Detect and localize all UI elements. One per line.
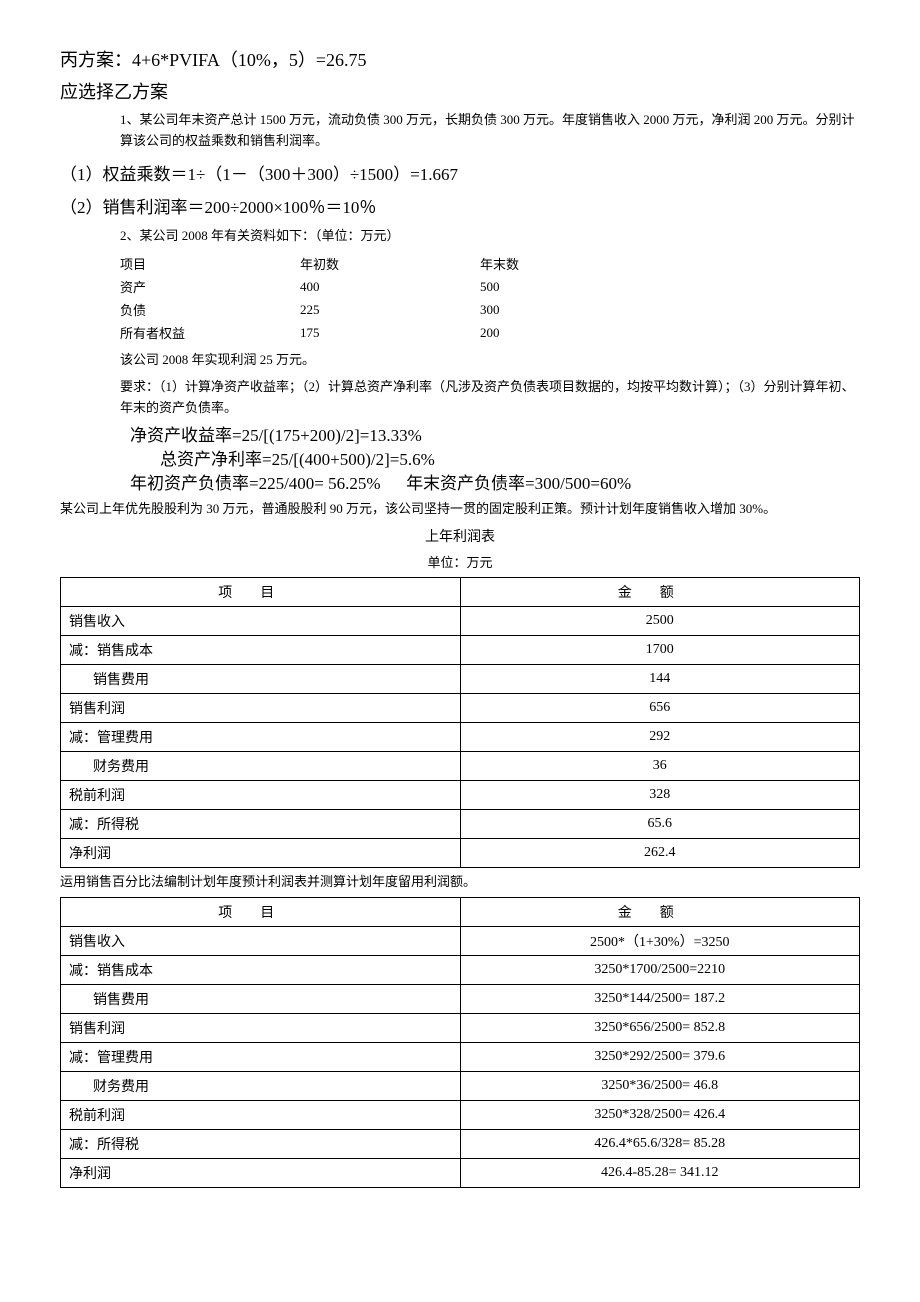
prior-year-income-table: 项目 金额 销售收入2500减：销售成本1700销售费用144销售利润656减：… — [60, 577, 860, 868]
q1-answer1: （1）权益乘数＝1÷（1－（300＋300）÷1500）=1.667 — [60, 160, 860, 185]
row-amount: 1700 — [460, 635, 860, 664]
q3-intro: 某公司上年优先股股利为 30 万元，普通股股利 90 万元，该公司坚持一贯的固定… — [60, 499, 860, 520]
q2-h1: 年初数 — [300, 252, 480, 275]
header-amount: 金额 — [460, 897, 860, 926]
table-row: 销售费用3250*144/2500= 187.2 — [61, 984, 860, 1013]
table-row: 净利润262.4 — [61, 838, 860, 867]
header-amount: 金额 — [460, 577, 860, 606]
row-item: 净利润 — [61, 1158, 461, 1187]
row-item: 减：销售成本 — [61, 955, 461, 984]
row-amount: 656 — [460, 693, 860, 722]
row-amount: 3250*1700/2500=2210 — [460, 955, 860, 984]
q3-unit: 单位：万元 — [60, 552, 860, 571]
row-item: 销售利润 — [61, 1013, 461, 1042]
table-row: 销售收入2500*（1+30%）=3250 — [61, 926, 860, 955]
row-amount: 3250*36/2500= 46.8 — [460, 1071, 860, 1100]
q2-ans3b: 年末资产负债率=300/500=60% — [406, 474, 631, 493]
table-header-row: 项目 金额 — [61, 897, 860, 926]
row-item: 销售费用 — [61, 984, 461, 1013]
row-amount: 3250*292/2500= 379.6 — [460, 1042, 860, 1071]
q1-text: 1、某公司年末资产总计 1500 万元，流动负债 300 万元，长期负债 300… — [120, 110, 860, 152]
q3-mid: 运用销售百分比法编制计划年度预计利润表并测算计划年度留用利润额。 — [60, 872, 860, 893]
formula-line-bing: 丙方案：4+6*PVIFA（10%，5）=26.75 — [60, 46, 860, 72]
q2-ans2: 总资产净利率=25/[(400+500)/2]=5.6% — [160, 449, 860, 471]
q2-data-table: 项目 年初数 年末数 资产 400 500 负债 225 300 所有者权益 1… — [120, 252, 660, 344]
row-amount: 144 — [460, 664, 860, 693]
row-item: 减：销售成本 — [61, 635, 461, 664]
table-row: 销售收入2500 — [61, 606, 860, 635]
table-header-row: 项目 金额 — [61, 577, 860, 606]
row-item: 净利润 — [61, 838, 461, 867]
q2-ans3a: 年初资产负债率=225/400= 56.25% — [130, 474, 381, 493]
row-item: 减：管理费用 — [61, 1042, 461, 1071]
row-item: 销售收入 — [61, 926, 461, 955]
row-amount: 3250*656/2500= 852.8 — [460, 1013, 860, 1042]
row-item: 销售费用 — [61, 664, 461, 693]
row-amount: 3250*328/2500= 426.4 — [460, 1100, 860, 1129]
table-row: 减：所得税426.4*65.6/328= 85.28 — [61, 1129, 860, 1158]
row-item: 减：所得税 — [61, 1129, 461, 1158]
table-row: 销售利润3250*656/2500= 852.8 — [61, 1013, 860, 1042]
q2-header-row: 项目 年初数 年末数 — [120, 252, 660, 275]
table-row: 财务费用3250*36/2500= 46.8 — [61, 1071, 860, 1100]
q3-table1-title: 上年利润表 — [60, 526, 860, 546]
row-amount: 328 — [460, 780, 860, 809]
q2-ans3: 年初资产负债率=225/400= 56.25% 年末资产负债率=300/500=6… — [130, 473, 860, 495]
table-row: 资产 400 500 — [120, 275, 660, 298]
q2-h0: 项目 — [120, 252, 300, 275]
q2-ans1: 净资产收益率=25/[(175+200)/2]=13.33% — [130, 425, 860, 447]
table-row: 减：销售成本3250*1700/2500=2210 — [61, 955, 860, 984]
row-amount: 262.4 — [460, 838, 860, 867]
table-row: 减：销售成本1700 — [61, 635, 860, 664]
row-amount: 2500*（1+30%）=3250 — [460, 926, 860, 955]
table-row: 减：管理费用3250*292/2500= 379.6 — [61, 1042, 860, 1071]
q2-after2: 要求：（1）计算净资产收益率；（2）计算总资产净利率（凡涉及资产负债表项目数据的… — [120, 377, 860, 419]
row-amount: 36 — [460, 751, 860, 780]
row-item: 销售收入 — [61, 606, 461, 635]
row-amount: 65.6 — [460, 809, 860, 838]
header-item: 项目 — [61, 577, 461, 606]
table-row: 减：所得税65.6 — [61, 809, 860, 838]
q2-h2: 年末数 — [480, 252, 660, 275]
table-row: 负债 225 300 — [120, 298, 660, 321]
table-row: 销售利润656 — [61, 693, 860, 722]
planned-income-table: 项目 金额 销售收入2500*（1+30%）=3250减：销售成本3250*17… — [60, 897, 860, 1188]
conclusion-line: 应选择乙方案 — [60, 78, 860, 104]
table-row: 税前利润328 — [61, 780, 860, 809]
table-row: 净利润426.4-85.28= 341.12 — [61, 1158, 860, 1187]
table-row: 税前利润3250*328/2500= 426.4 — [61, 1100, 860, 1129]
row-amount: 426.4*65.6/328= 85.28 — [460, 1129, 860, 1158]
row-item: 减：所得税 — [61, 809, 461, 838]
row-amount: 3250*144/2500= 187.2 — [460, 984, 860, 1013]
row-item: 税前利润 — [61, 1100, 461, 1129]
table-row: 财务费用36 — [61, 751, 860, 780]
row-amount: 426.4-85.28= 341.12 — [460, 1158, 860, 1187]
table-row: 所有者权益 175 200 — [120, 321, 660, 344]
header-item: 项目 — [61, 897, 461, 926]
table-row: 销售费用144 — [61, 664, 860, 693]
row-item: 税前利润 — [61, 780, 461, 809]
row-item: 销售利润 — [61, 693, 461, 722]
q2-intro: 2、某公司 2008 年有关资料如下：（单位：万元） — [120, 226, 860, 247]
row-item: 减：管理费用 — [61, 722, 461, 751]
row-item: 财务费用 — [61, 751, 461, 780]
row-amount: 2500 — [460, 606, 860, 635]
row-item: 财务费用 — [61, 1071, 461, 1100]
row-amount: 292 — [460, 722, 860, 751]
table-row: 减：管理费用292 — [61, 722, 860, 751]
q1-answer2: （2）销售利润率＝200÷2000×100％＝10％ — [60, 193, 860, 218]
q2-after1: 该公司 2008 年实现利润 25 万元。 — [120, 350, 860, 371]
